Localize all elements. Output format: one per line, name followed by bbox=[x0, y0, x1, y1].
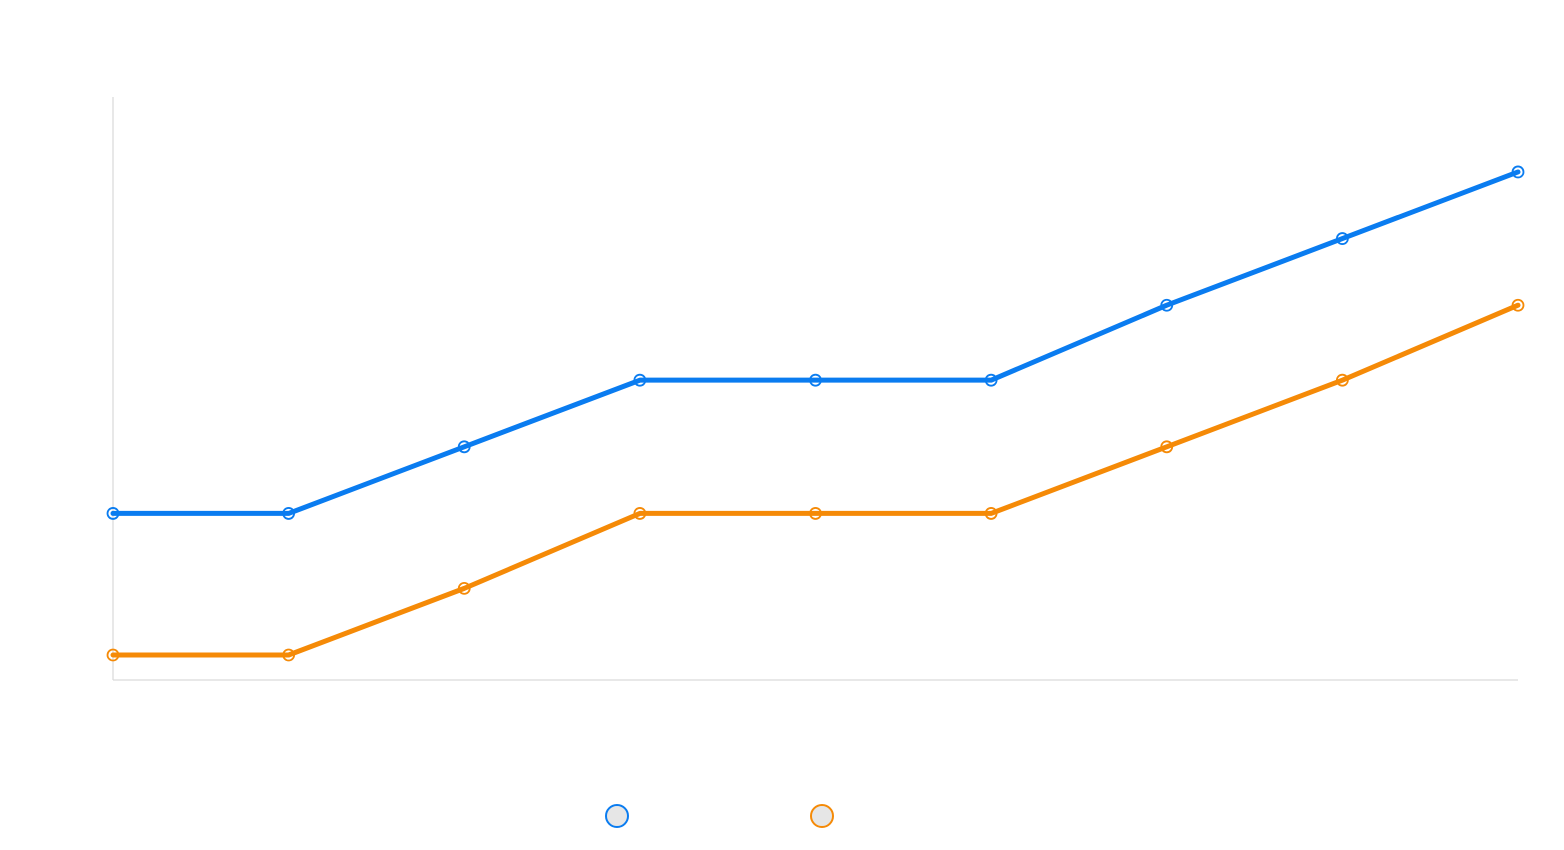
series-1-point bbox=[1335, 232, 1349, 245]
series-1-point bbox=[282, 507, 296, 520]
series-1-point bbox=[1511, 165, 1525, 179]
legend-marker-2 bbox=[810, 804, 834, 828]
series-2-point bbox=[984, 507, 998, 520]
series-2-point bbox=[633, 507, 647, 520]
series-layer bbox=[106, 165, 1525, 662]
series-2-point bbox=[457, 581, 471, 595]
series-2-point bbox=[1160, 440, 1174, 454]
series-2-line bbox=[110, 302, 1521, 658]
series-2 bbox=[106, 298, 1525, 662]
series-2-point bbox=[809, 507, 822, 520]
series-1-point bbox=[106, 507, 120, 520]
series-2-point bbox=[106, 648, 120, 662]
series-1-point bbox=[984, 373, 998, 387]
series-2-point bbox=[1335, 373, 1349, 387]
series-1-line bbox=[110, 169, 1521, 516]
series-1-point bbox=[633, 373, 647, 387]
series-1-point bbox=[457, 440, 471, 454]
legend bbox=[605, 804, 834, 828]
series-2-point bbox=[1511, 298, 1525, 312]
legend-marker-1 bbox=[605, 804, 629, 828]
series-1-point bbox=[809, 373, 822, 387]
series-2-point bbox=[282, 648, 296, 662]
series-1-point bbox=[1160, 298, 1174, 312]
series-1 bbox=[106, 165, 1525, 520]
axes bbox=[112, 97, 1518, 681]
